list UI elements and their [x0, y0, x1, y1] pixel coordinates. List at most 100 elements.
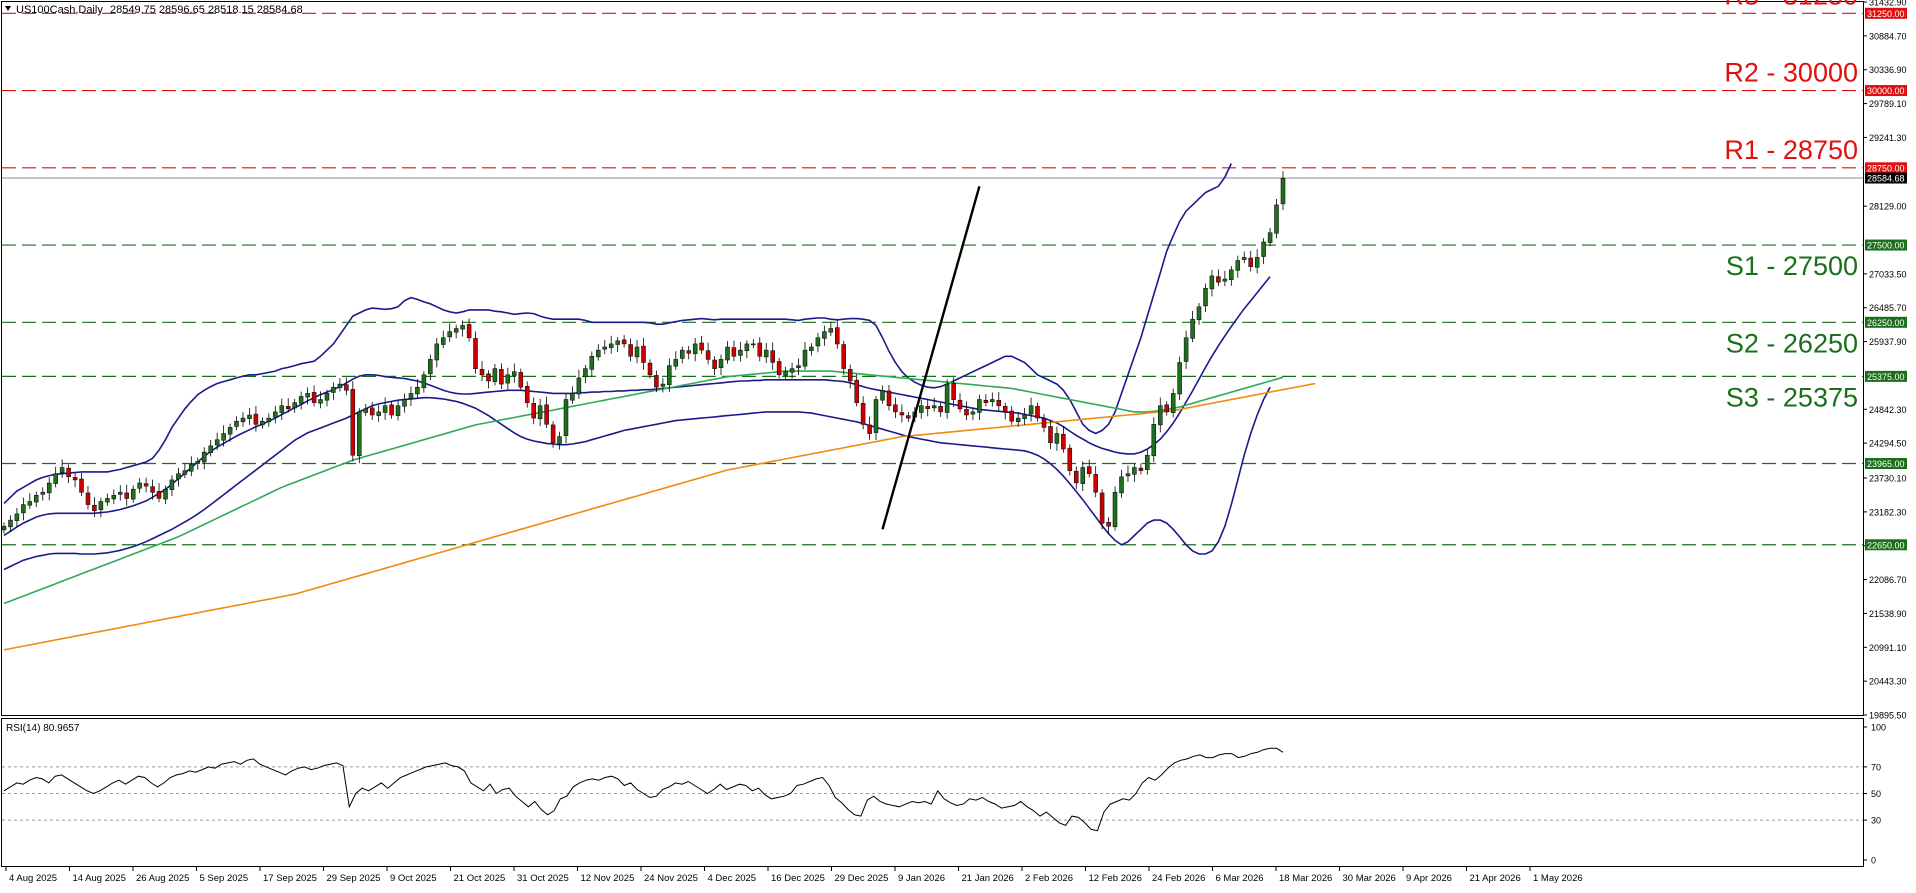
- candle-body-bear: [531, 403, 536, 419]
- candle: [214, 432, 220, 450]
- candle: [893, 397, 898, 419]
- candle: [337, 378, 343, 392]
- candle: [395, 400, 401, 421]
- level-price-tag-label: 25375.00: [1867, 372, 1905, 382]
- candle-body-bull: [1183, 337, 1189, 362]
- candle-body-bear: [1138, 467, 1144, 471]
- candle-body-bull: [970, 411, 976, 415]
- candle-body-bear: [899, 412, 905, 416]
- rsi-tick-label: 100: [1871, 723, 1886, 733]
- candle: [1054, 426, 1060, 451]
- candle-body-bear: [72, 477, 78, 481]
- candle: [143, 477, 149, 493]
- candle-body-bull: [1222, 278, 1228, 282]
- candle-body-bull: [34, 495, 39, 503]
- candle-body-bull: [1022, 414, 1027, 419]
- candle: [434, 337, 440, 368]
- candle-body-bull: [111, 495, 117, 500]
- candle-body-bull: [118, 491, 123, 495]
- candle: [699, 335, 704, 354]
- candle: [770, 342, 775, 370]
- candle-body-bull: [931, 405, 937, 409]
- candle-body-bull: [240, 417, 246, 423]
- candle: [550, 421, 556, 448]
- level-price-tag: [1865, 316, 1907, 328]
- candle-body-bear: [344, 384, 349, 391]
- level-label-s3: S3 - 25375: [1726, 382, 1858, 412]
- candle-body-bull: [214, 439, 220, 446]
- candle: [512, 363, 517, 383]
- candle-body-bear: [1164, 404, 1169, 413]
- price-tick-label: 20443.30: [1869, 677, 1907, 687]
- candle: [1015, 412, 1021, 427]
- candle: [576, 369, 582, 399]
- candle-body-bull: [1015, 417, 1021, 423]
- candle-body-bull: [441, 337, 446, 345]
- candle-body-bull: [105, 498, 110, 503]
- candle-body-bear: [957, 399, 963, 410]
- candle: [783, 366, 788, 381]
- candle-body-bull: [725, 346, 730, 361]
- price-tick-label: 30336.90: [1869, 65, 1907, 75]
- candle: [931, 397, 937, 412]
- candle-body-bear: [699, 342, 704, 351]
- candle: [447, 323, 452, 342]
- time-tick-label: 29 Sep 2025: [327, 873, 381, 884]
- level-price-tag: [1865, 370, 1907, 382]
- bollinger-layer: [3, 163, 1271, 571]
- candle: [1261, 238, 1266, 264]
- candle: [1028, 397, 1034, 422]
- candle-body-bull: [880, 390, 885, 401]
- level-price-tag-label: 22650.00: [1867, 540, 1905, 550]
- candle: [124, 484, 129, 506]
- candle-body-bear: [647, 362, 653, 376]
- candle: [240, 412, 246, 427]
- price-tick-label: 19895.50: [1869, 711, 1907, 721]
- candle: [673, 351, 679, 370]
- candle-body-bull: [305, 393, 310, 398]
- candle: [925, 399, 930, 417]
- candle-body-bear: [938, 406, 943, 413]
- candle-body-bull: [1203, 288, 1208, 307]
- candle: [1254, 249, 1260, 274]
- candle-body-bear: [524, 386, 530, 403]
- bb-mid-line: [3, 276, 1271, 537]
- candle: [1106, 517, 1111, 534]
- candle-body-bull: [415, 386, 420, 395]
- candle: [1190, 311, 1195, 343]
- price-tick-label: 23182.30: [1869, 507, 1907, 517]
- level-price-tag-label: 26250.00: [1867, 318, 1905, 328]
- candle: [1080, 461, 1086, 492]
- candle-body-bull: [990, 399, 995, 402]
- time-tick-label: 24 Nov 2025: [644, 873, 698, 884]
- candle: [557, 431, 562, 450]
- candle-body-bull: [751, 343, 756, 346]
- candle: [1183, 330, 1189, 369]
- price-tick-label: 24294.50: [1869, 439, 1907, 449]
- level-label-r2: R2 - 30000: [1724, 58, 1858, 88]
- candle-body-bull: [279, 405, 285, 413]
- candle: [634, 339, 640, 364]
- candle: [234, 416, 239, 431]
- candle: [1158, 397, 1163, 433]
- candle-body-bear: [705, 350, 711, 360]
- candle: [1170, 388, 1176, 418]
- candle-body-bull: [789, 368, 795, 373]
- candle: [105, 493, 110, 506]
- candle-body-bear: [731, 347, 737, 357]
- candle: [570, 386, 575, 404]
- ma-slow-line: [3, 382, 1316, 651]
- candle-body-bull: [492, 368, 498, 382]
- price-tick-label: 21538.90: [1869, 609, 1907, 619]
- candle: [738, 341, 743, 362]
- candle-body-bear: [847, 369, 853, 382]
- candle-body-bull: [21, 504, 26, 514]
- candle: [1093, 466, 1098, 498]
- candle: [402, 393, 407, 413]
- candle: [660, 378, 666, 393]
- symbol-label: US100Cash,Daily: [16, 4, 103, 16]
- candle-body-bull: [234, 420, 239, 427]
- candle: [473, 331, 478, 374]
- candle-body-bull: [1280, 178, 1286, 205]
